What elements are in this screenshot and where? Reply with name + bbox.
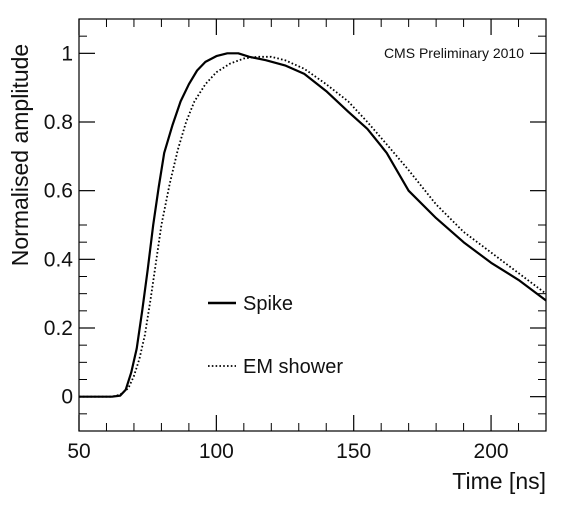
series-line-em-shower — [79, 55, 547, 398]
x-axis-label: Time [ns] — [452, 468, 546, 494]
x-tick-label: 200 — [474, 440, 509, 463]
x-tick-label: 100 — [199, 440, 234, 463]
y-tick-label: 0.2 — [44, 317, 73, 340]
x-tick-label: 150 — [336, 440, 371, 463]
chart-legend: Spike EM shower — [208, 293, 343, 378]
x-tick-label: 50 — [67, 440, 90, 463]
plot-area: 50 100 150 200 0 0.2 0.4 0.6 0.8 1 — [44, 18, 547, 463]
y-tick-label: 0.6 — [44, 180, 73, 203]
series-line-spike — [79, 52, 547, 398]
y-tick-label: 0 — [61, 386, 73, 409]
y-tick-label: 0.4 — [44, 248, 74, 271]
legend-label-em-shower: EM shower — [243, 356, 343, 378]
y-axis-label: Normalised amplitude — [7, 44, 33, 266]
y-tick-label: 1 — [61, 42, 73, 65]
legend-label-spike: Spike — [243, 293, 293, 315]
preliminary-annotation: CMS Preliminary 2010 — [384, 45, 524, 61]
y-tick-label: 0.8 — [44, 111, 73, 134]
